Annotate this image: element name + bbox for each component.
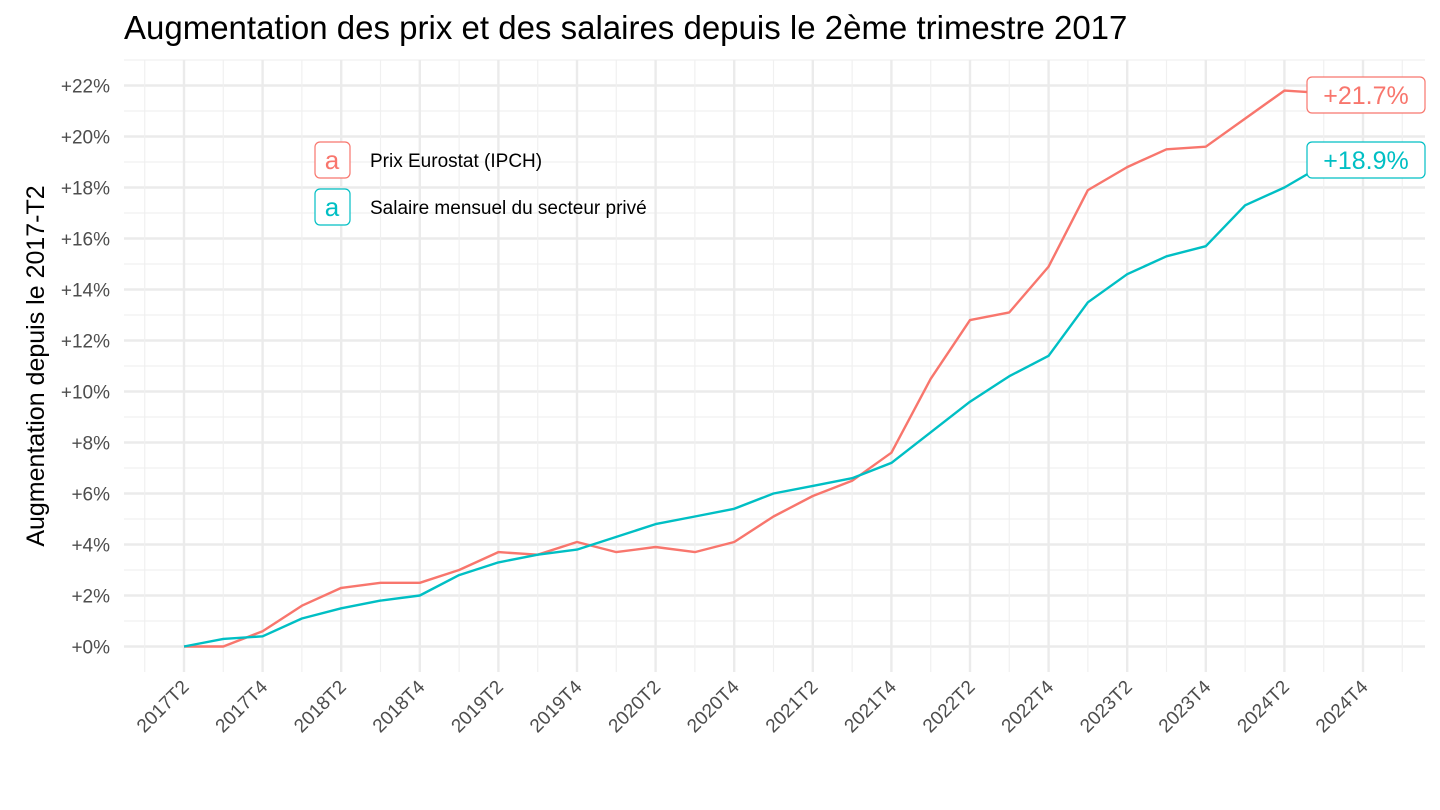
legend-key-glyph: a <box>325 145 340 175</box>
y-tick-label: +20% <box>61 128 110 149</box>
x-tick-label: 2021T4 <box>841 676 902 737</box>
legend-key <box>314 141 351 179</box>
y-tick-label: +6% <box>71 485 110 506</box>
chart-title: Augmentation des prix et des salaires de… <box>124 9 1127 46</box>
x-tick-label: 2024T2 <box>1234 677 1294 737</box>
x-tick-label: 2023T4 <box>1155 676 1216 737</box>
x-tick-label: 2022T4 <box>998 676 1059 737</box>
x-tick-label: 2024T4 <box>1312 676 1373 737</box>
x-tick-label: 2019T2 <box>448 677 508 737</box>
x-tick-label: 2020T2 <box>605 677 665 737</box>
x-tick-label: 2020T4 <box>683 676 744 737</box>
y-tick-label: +4% <box>71 536 110 557</box>
legend-label: Salaire mensuel du secteur privé <box>370 198 647 219</box>
x-tick-label: 2018T4 <box>369 676 430 737</box>
y-tick-label: +8% <box>71 434 110 455</box>
series-line <box>184 89 1324 648</box>
legend-key <box>314 188 351 226</box>
end-label-text: +18.9% <box>1323 147 1409 175</box>
x-tick-label: 2017T2 <box>133 677 193 737</box>
y-tick-label: +14% <box>61 281 110 302</box>
y-tick-label: +18% <box>61 179 110 200</box>
x-tick-label: 2019T4 <box>526 676 587 737</box>
grid <box>124 59 1425 672</box>
y-tick-label: +0% <box>71 638 110 659</box>
x-tick-label: 2018T2 <box>290 677 350 737</box>
x-tick-label: 2022T2 <box>919 677 979 737</box>
x-tick-label: 2023T2 <box>1076 677 1136 737</box>
legend: a Prix Eurostat (IPCH) a Salaire mensuel du… <box>314 141 647 226</box>
x-tick-label: 2017T4 <box>212 676 273 737</box>
x-tick-label: 2021T2 <box>762 677 822 737</box>
y-tick-label: +10% <box>61 383 110 404</box>
y-tick-label: +22% <box>61 77 110 98</box>
legend-key-glyph: a <box>325 192 340 222</box>
series-line <box>183 163 1325 648</box>
y-axis-label: Augmentation depuis le 2017-T2 <box>22 185 50 546</box>
axis-ticks: +0% +2% +4% +6% +8% +10% +12% +14% +16% +18% +20% +… <box>61 77 1373 738</box>
y-tick-label: +12% <box>61 332 110 353</box>
series-lines <box>183 89 1325 648</box>
y-tick-label: +16% <box>61 230 110 251</box>
legend-label: Prix Eurostat (IPCH) <box>370 151 542 172</box>
end-labels: +21.7% +18.9% <box>1306 76 1426 179</box>
end-label-box <box>1306 76 1426 114</box>
end-label-box <box>1306 141 1426 179</box>
end-label-text: +21.7% <box>1323 82 1409 110</box>
y-tick-label: +2% <box>71 587 110 608</box>
